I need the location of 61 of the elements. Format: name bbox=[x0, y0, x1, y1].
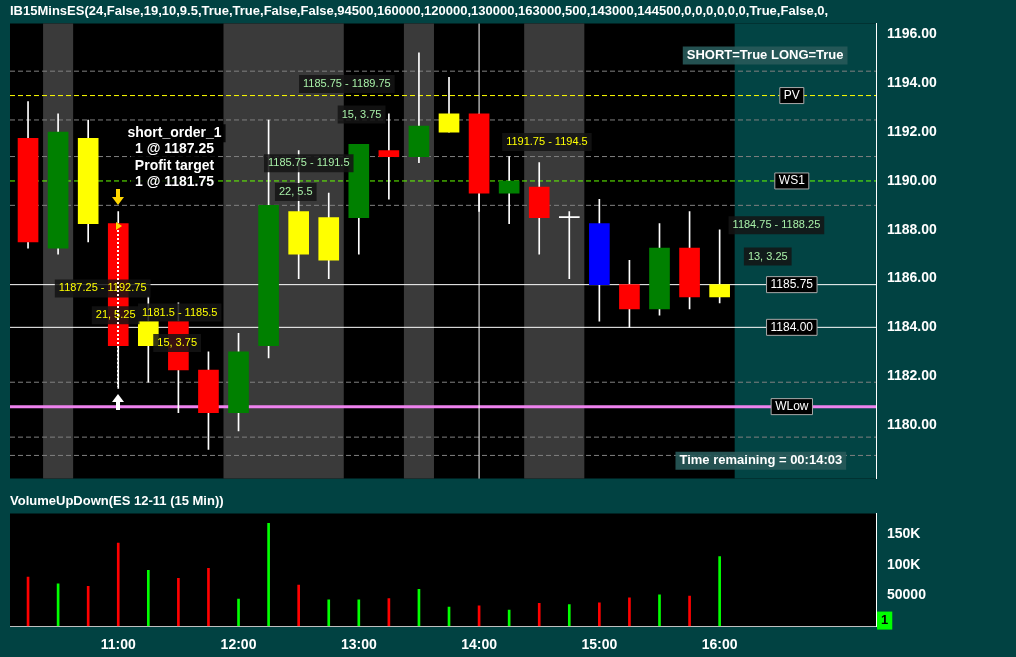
candlestick bbox=[558, 211, 580, 279]
y-tick-label: 100K bbox=[887, 555, 921, 572]
annotation: 1181.5 - 1185.5 bbox=[142, 305, 218, 318]
annotation: 15, 3.75 bbox=[341, 107, 382, 120]
x-tick-label: 16:00 bbox=[701, 636, 738, 653]
bar bbox=[207, 568, 210, 627]
x-tick-label: 11:00 bbox=[100, 636, 136, 653]
ref-line-label: 1185.75 bbox=[770, 276, 814, 291]
annotation: 1187.25 - 1192.75 bbox=[58, 281, 147, 294]
chart-title: IB15MinsES(24,False,19,10,9.5,True,True,False,False,94500,160000,120000,130000,163000,500,143000,144500,0,0,0,0,0,0,True,False,0, bbox=[10, 3, 829, 19]
annotation: 1 @ 1181.75 bbox=[135, 173, 215, 190]
chart-title: VolumeUpDown(ES 12-11 (15 Min)) bbox=[10, 493, 224, 509]
ref-line-label: PV bbox=[783, 87, 800, 102]
y-tick-label: 1196.00 bbox=[887, 25, 938, 42]
y-tick-label: 1180.00 bbox=[887, 415, 938, 432]
x-tick-label: 15:00 bbox=[581, 636, 618, 653]
annotation: 1 @ 1187.25 bbox=[135, 140, 215, 157]
x-tick-label: 14:00 bbox=[461, 636, 498, 653]
bar bbox=[297, 584, 300, 627]
annotation: 13, 3.25 bbox=[747, 249, 788, 262]
annotation: SHORT=True LONG=True bbox=[686, 47, 844, 63]
bar bbox=[267, 523, 270, 627]
annotation: 1185.75 - 1189.75 bbox=[303, 77, 391, 90]
bar bbox=[177, 577, 180, 627]
annotation: Time remaining = 00:14:03 bbox=[679, 452, 843, 468]
annotation: 1191.75 - 1194.5 bbox=[506, 134, 588, 147]
bar bbox=[598, 602, 601, 627]
y-tick-label: 150K bbox=[887, 524, 921, 541]
annotation: 1184.75 - 1188.25 bbox=[732, 218, 821, 231]
ref-line-label: WS1 bbox=[778, 173, 806, 188]
annotation: Profit target bbox=[134, 156, 215, 173]
bar bbox=[237, 598, 240, 627]
bar bbox=[86, 585, 90, 627]
bar bbox=[567, 604, 571, 627]
bar bbox=[357, 599, 361, 627]
y-tick-label: 1182.00 bbox=[887, 366, 938, 383]
bar bbox=[327, 599, 331, 627]
annotation: 1185.75 - 1191.5 bbox=[267, 156, 350, 169]
annotation: 22, 5.5 bbox=[278, 184, 313, 197]
x-tick-label: 12:00 bbox=[220, 636, 257, 653]
y-tick-label: 1186.00 bbox=[887, 269, 938, 286]
y-tick-label: 1184.00 bbox=[887, 318, 938, 335]
text: 1 bbox=[881, 612, 889, 628]
ref-line-label: WLow bbox=[775, 398, 809, 413]
bar bbox=[718, 556, 721, 627]
bar bbox=[628, 597, 631, 627]
y-tick-label: 1190.00 bbox=[887, 171, 938, 188]
bar bbox=[146, 569, 150, 627]
bar bbox=[116, 542, 120, 627]
bar bbox=[688, 595, 691, 627]
y-tick-label: 1192.00 bbox=[887, 123, 938, 140]
bar bbox=[537, 603, 541, 627]
x-tick-label: 13:00 bbox=[340, 636, 377, 653]
bar bbox=[658, 594, 661, 627]
annotation: short_order_1 bbox=[127, 124, 222, 141]
annotation: 15, 3.75 bbox=[157, 336, 198, 349]
candlestick bbox=[498, 156, 520, 224]
y-tick-label: 1188.00 bbox=[887, 220, 938, 237]
y-tick-label: 50000 bbox=[887, 586, 927, 603]
y-tick-label: 1194.00 bbox=[887, 74, 938, 91]
ref-line-label: 1184.00 bbox=[770, 319, 814, 334]
